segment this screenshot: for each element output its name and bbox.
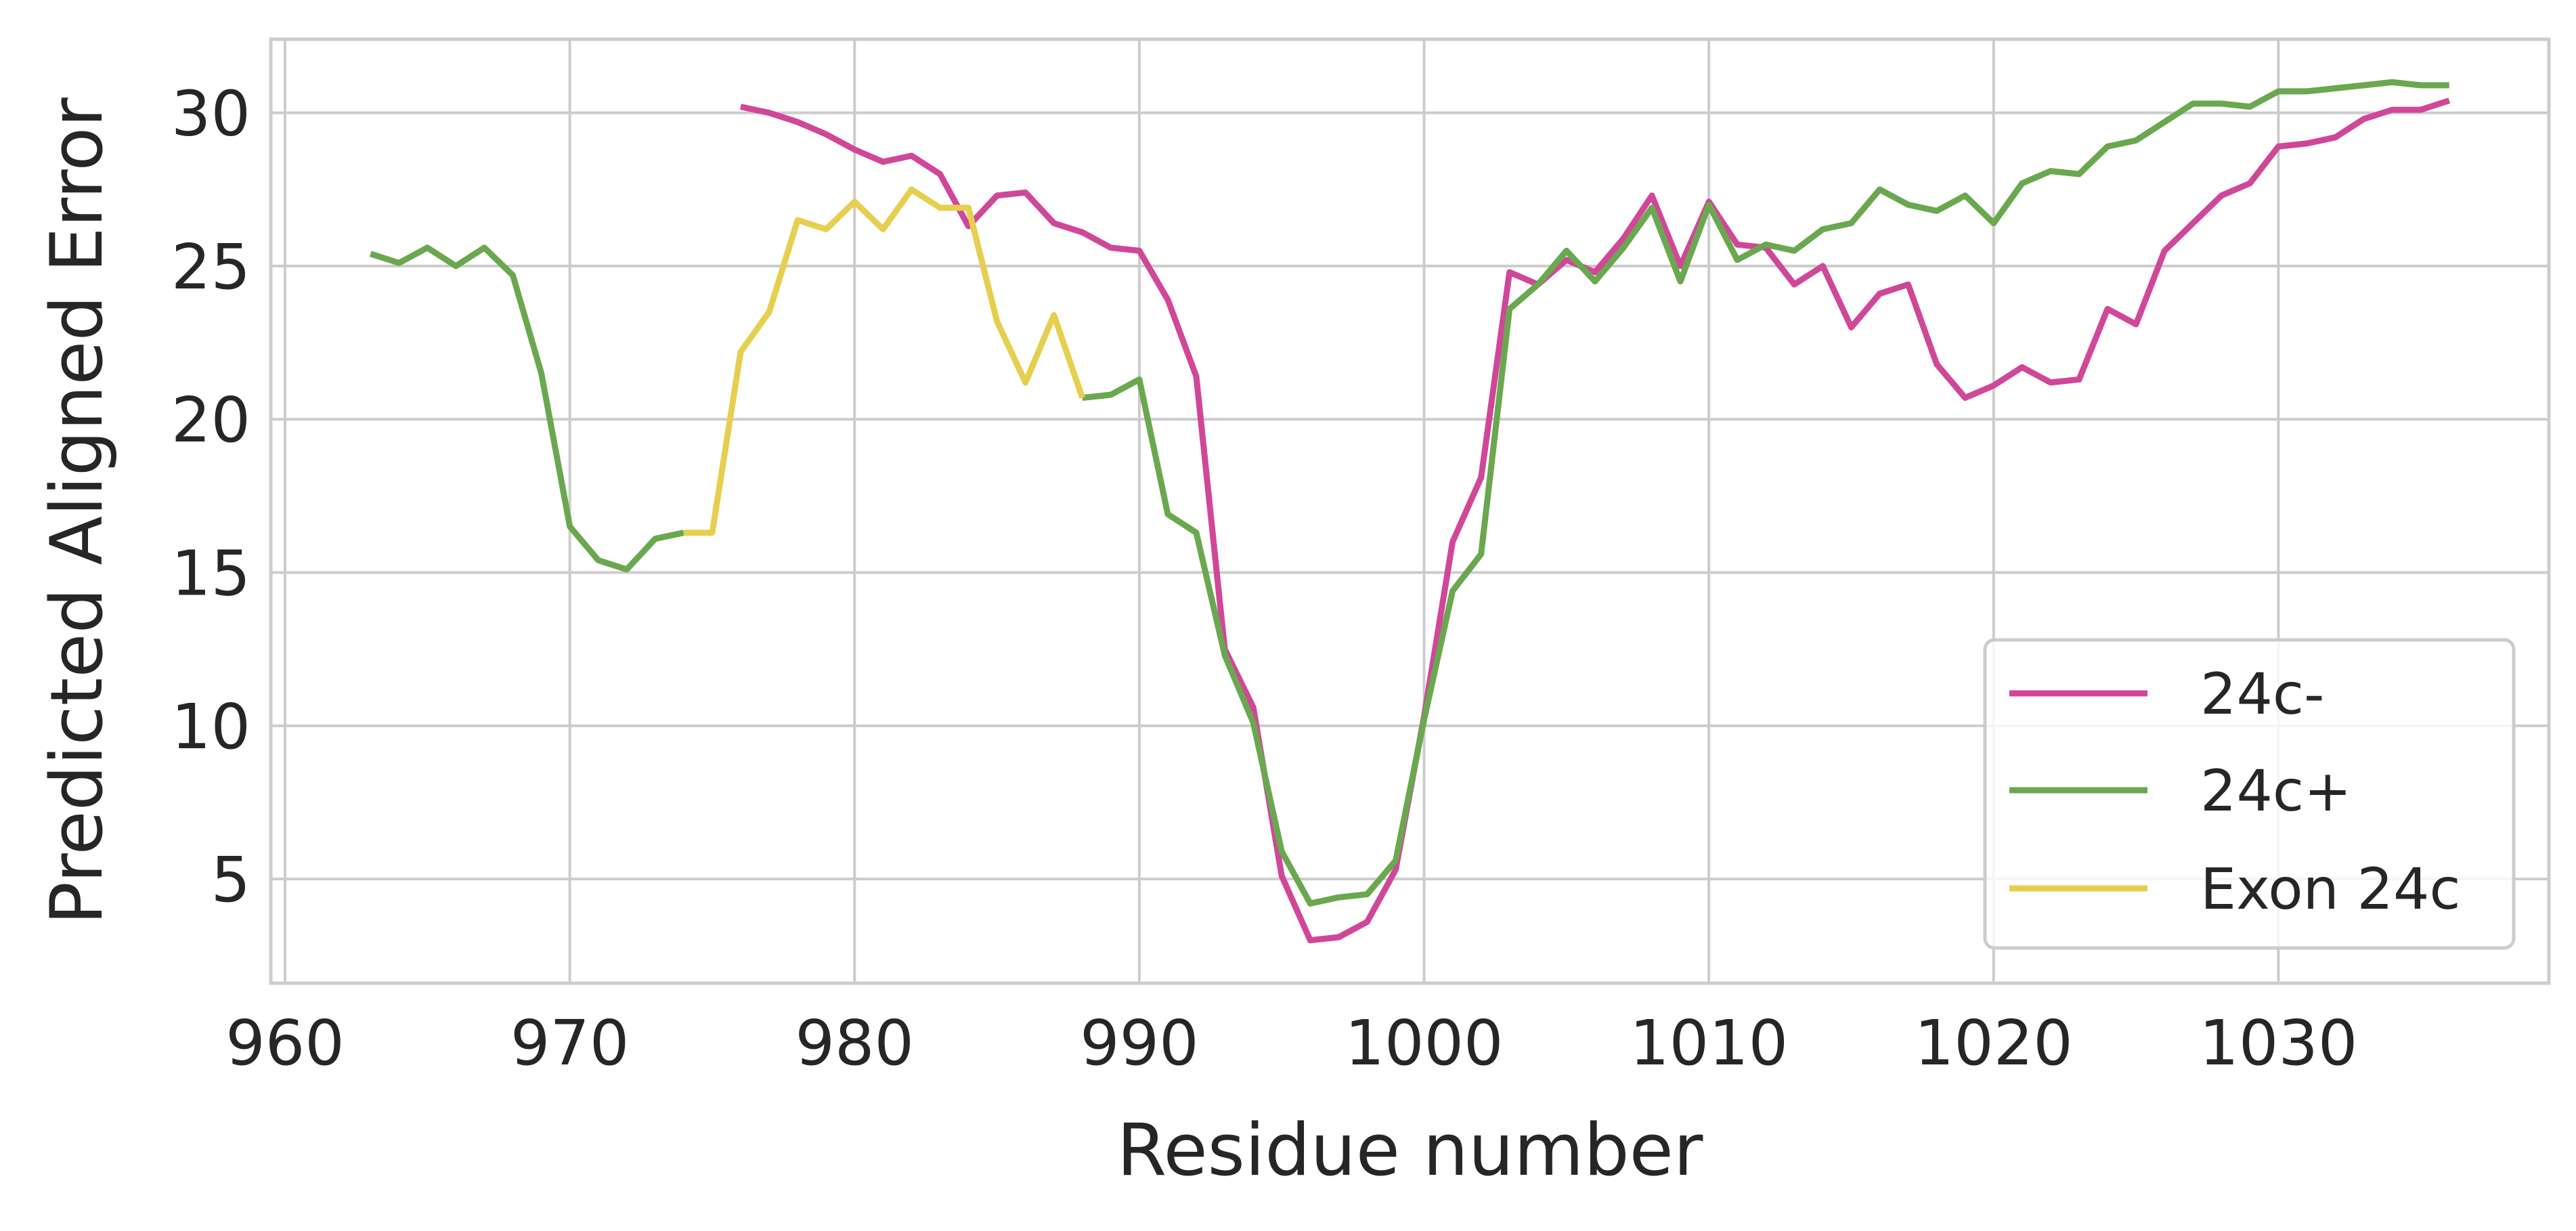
x-tick-labels: 960 970 980 990 1000 1010 1020 1030 — [225, 1007, 2357, 1079]
y-axis-label: Predicted Aligned Error — [35, 98, 118, 925]
legend: 24c- 24c+ Exon 24c — [1983, 638, 2516, 950]
x-tick-label: 1030 — [2199, 1007, 2357, 1079]
legend-label-exon-24c: Exon 24c — [2200, 856, 2461, 922]
legend-box — [1983, 638, 2516, 950]
x-tick-label: 1000 — [1345, 1007, 1503, 1079]
series-line-exon-24c — [683, 186, 1086, 536]
y-tick-label: 25 — [171, 231, 250, 303]
legend-label-24c-minus: 24c- — [2200, 661, 2324, 727]
y-tick-label: 15 — [171, 538, 250, 610]
x-gridlines — [284, 39, 2280, 983]
x-tick-label: 980 — [795, 1007, 914, 1079]
series-line-24c-plus — [369, 244, 684, 573]
y-tick-label: 30 — [171, 78, 250, 150]
x-tick-label: 990 — [1080, 1007, 1199, 1079]
y-tick-label: 5 — [211, 844, 250, 916]
plot-series — [369, 79, 2451, 944]
x-tick-label: 1010 — [1630, 1007, 1788, 1079]
y-tick-label: 20 — [171, 384, 250, 456]
x-tick-label: 960 — [225, 1007, 345, 1079]
series-line-24c-plus — [1082, 79, 2449, 907]
plot-frame — [269, 37, 2551, 985]
y-tick-label: 10 — [171, 691, 250, 763]
series-line-24c-minus — [740, 98, 2451, 944]
x-axis-label: Residue number — [1117, 1108, 1703, 1192]
legend-label-24c-plus: 24c+ — [2200, 758, 2351, 824]
x-tick-label: 970 — [510, 1007, 630, 1079]
y-tick-labels: 5 10 15 20 25 30 — [171, 78, 250, 916]
x-tick-label: 1020 — [1915, 1007, 2073, 1079]
